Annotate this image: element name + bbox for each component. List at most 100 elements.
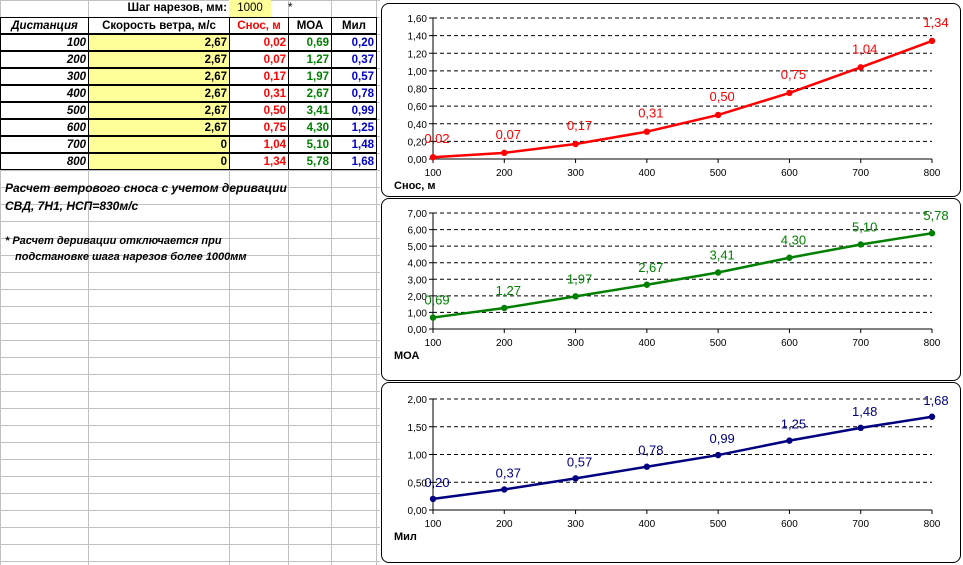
x-tick-label: 100 bbox=[425, 338, 442, 349]
wind-speed-input[interactable]: 2,67 bbox=[88, 85, 230, 102]
footnote-line2: подстановке шага нарезов более 1000мм bbox=[15, 251, 247, 263]
moa-chart: 0,00 1,00 2,00 3,00 4,00 5,00 6,00 7,00 100 200 30… bbox=[381, 198, 961, 381]
data-point bbox=[928, 230, 936, 237]
drift-cell: 0,31 bbox=[229, 85, 289, 102]
data-label: 5,78 bbox=[923, 208, 948, 223]
header-distance: Дистанция bbox=[0, 17, 89, 34]
moa-cell: 5,78 bbox=[288, 153, 332, 170]
drift-chart: 0,00 0,20 0,40 0,60 0,80 1,00 1,20 1,40 1,60 100 2… bbox=[381, 3, 961, 197]
wind-speed-input[interactable]: 0 bbox=[88, 136, 230, 153]
data-point bbox=[501, 486, 508, 493]
data-label: 0,07 bbox=[496, 127, 521, 142]
data-label: 0,31 bbox=[638, 106, 663, 121]
data-label: 1,25 bbox=[781, 417, 806, 432]
wind-speed-input[interactable]: 2,67 bbox=[88, 34, 230, 51]
x-tick-label: 300 bbox=[567, 519, 584, 530]
distance-cell: 800 bbox=[0, 153, 89, 170]
wind-speed-input[interactable]: 2,67 bbox=[88, 102, 230, 119]
x-tick-label: 300 bbox=[567, 338, 584, 349]
y-tick-label: 0,40 bbox=[408, 120, 428, 131]
drift-cell: 0,50 bbox=[229, 102, 289, 119]
header-mil: Мил bbox=[331, 17, 377, 34]
y-tick-label: 0,00 bbox=[408, 155, 428, 166]
twist-label: Шаг нарезов, мм: bbox=[127, 2, 227, 14]
y-tick-label: 6,00 bbox=[408, 226, 428, 237]
x-tick-label: 200 bbox=[496, 338, 513, 349]
mil-cell: 0,57 bbox=[331, 68, 377, 85]
x-tick-label: 800 bbox=[924, 338, 941, 349]
y-tick-label: 2,00 bbox=[408, 395, 428, 406]
data-label: 1,48 bbox=[852, 404, 877, 419]
y-tick-label: 1,00 bbox=[408, 308, 428, 319]
moa-cell: 2,67 bbox=[288, 85, 332, 102]
x-tick-label: 600 bbox=[781, 519, 798, 530]
drift-cell: 0,02 bbox=[229, 34, 289, 51]
data-label: 0,50 bbox=[709, 89, 734, 104]
moa-chart-svg: 0,00 1,00 2,00 3,00 4,00 5,00 6,00 7,00 100 200 30… bbox=[394, 208, 949, 362]
data-point bbox=[572, 140, 579, 148]
y-tick-label: 0,00 bbox=[408, 325, 428, 336]
distance-cell: 500 bbox=[0, 102, 89, 119]
y-tick-label: 1,00 bbox=[408, 451, 428, 462]
drift-cell: 1,34 bbox=[229, 153, 289, 170]
twist-input[interactable]: 1000 bbox=[229, 0, 271, 17]
data-point bbox=[572, 293, 579, 300]
data-label: 0,37 bbox=[496, 465, 521, 480]
x-tick-label: 500 bbox=[710, 519, 727, 530]
wind-speed-input[interactable]: 0 bbox=[88, 153, 230, 170]
wind-speed-input[interactable]: 2,67 bbox=[88, 51, 230, 68]
drift-cell: 1,04 bbox=[229, 136, 289, 153]
data-point bbox=[643, 463, 651, 470]
wind-speed-input[interactable]: 2,67 bbox=[88, 119, 230, 136]
y-axis-title: Снос, м bbox=[394, 180, 436, 192]
data-point bbox=[429, 314, 437, 321]
moa-cell: 4,30 bbox=[288, 119, 332, 136]
data-point bbox=[643, 281, 651, 288]
data-label: 4,30 bbox=[781, 233, 806, 248]
data-label: 0,99 bbox=[709, 431, 734, 446]
y-tick-label: 1,60 bbox=[408, 14, 428, 25]
y-tick-label: 3,00 bbox=[408, 275, 428, 286]
x-tick-label: 400 bbox=[639, 338, 656, 349]
footnote-line1: * Расчет деривации отключается при bbox=[5, 235, 222, 247]
x-tick-label: 700 bbox=[852, 338, 869, 349]
y-axis-title: Мил bbox=[394, 531, 417, 543]
drift-chart-svg: 0,00 0,20 0,40 0,60 0,80 1,00 1,20 1,40 1,60 100 2… bbox=[394, 14, 949, 192]
x-tick-label: 400 bbox=[639, 168, 656, 179]
data-point bbox=[572, 475, 579, 482]
data-point bbox=[501, 304, 508, 312]
distance-cell: 200 bbox=[0, 51, 89, 68]
data-label: 0,57 bbox=[567, 454, 592, 469]
mil-cell: 0,20 bbox=[331, 34, 377, 51]
data-label: 3,41 bbox=[709, 247, 734, 262]
data-label: 0,69 bbox=[424, 293, 449, 308]
data-label: 2,67 bbox=[638, 260, 663, 275]
y-tick-label: 7,00 bbox=[408, 209, 428, 220]
drift-cell: 0,17 bbox=[229, 68, 289, 85]
mil-cell: 0,78 bbox=[331, 85, 377, 102]
y-tick-label: 5,00 bbox=[408, 242, 428, 253]
data-label: 0,78 bbox=[638, 443, 663, 458]
drift-cell: 0,07 bbox=[229, 51, 289, 68]
wind-speed-input[interactable]: 2,67 bbox=[88, 68, 230, 85]
distance-cell: 600 bbox=[0, 119, 89, 136]
y-tick-label: 0,00 bbox=[408, 506, 428, 517]
distance-cell: 700 bbox=[0, 136, 89, 153]
y-tick-label: 4,00 bbox=[408, 259, 428, 270]
data-label: 5,10 bbox=[852, 219, 877, 234]
x-tick-label: 600 bbox=[781, 168, 798, 179]
x-tick-label: 800 bbox=[924, 168, 941, 179]
data-point bbox=[857, 241, 864, 248]
data-point bbox=[643, 128, 651, 135]
y-tick-label: 1,40 bbox=[408, 32, 428, 43]
x-tick-label: 100 bbox=[425, 168, 442, 179]
y-tick-label: 0,80 bbox=[408, 85, 428, 96]
mil-cell: 1,48 bbox=[331, 136, 377, 153]
data-point bbox=[501, 149, 508, 157]
mil-cell: 1,68 bbox=[331, 153, 377, 170]
data-label: 1,34 bbox=[923, 15, 948, 30]
series-line bbox=[432, 415, 933, 501]
mil-chart-svg: 0,00 0,50 1,00 1,50 2,00 100 200 300 400 500 600 70… bbox=[394, 393, 949, 543]
data-point bbox=[714, 451, 722, 459]
data-point bbox=[928, 37, 936, 45]
